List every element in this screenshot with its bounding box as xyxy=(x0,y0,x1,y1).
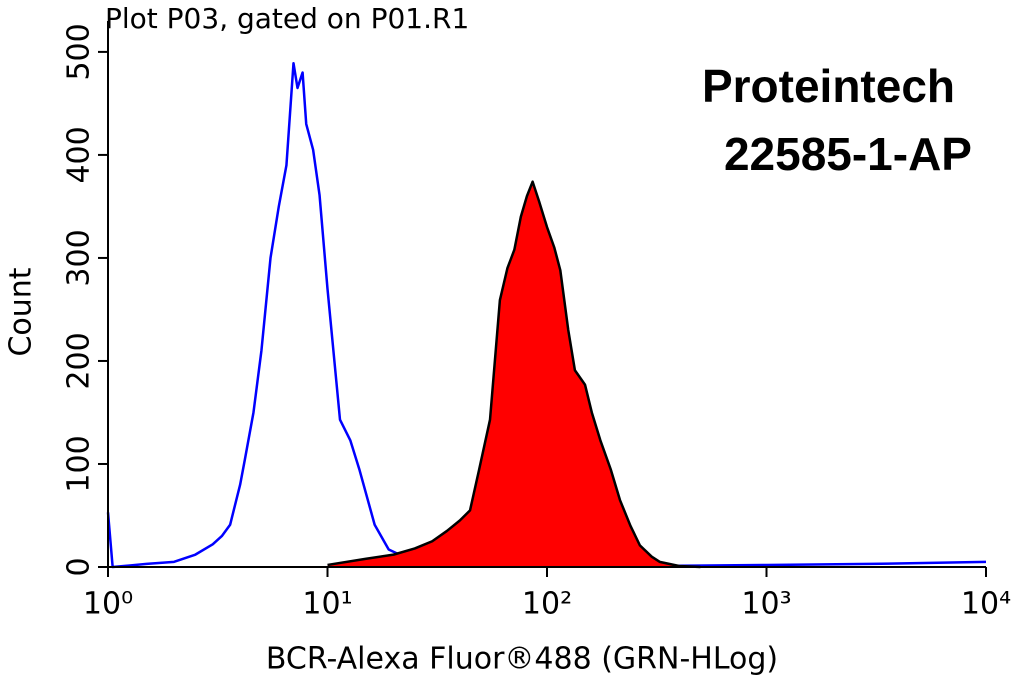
histogram-area xyxy=(327,181,701,568)
x-axis-label: BCR-Alexa Fluor®488 (GRN-HLog) xyxy=(266,642,778,677)
x-tick-label: 10³ xyxy=(741,587,791,622)
y-tick-label: 400 xyxy=(62,126,97,183)
y-tick-label: 300 xyxy=(62,229,97,286)
x-tick-label: 10² xyxy=(522,587,572,622)
x-tick-label: 10¹ xyxy=(302,587,352,622)
y-tick-label: 200 xyxy=(62,332,97,389)
x-tick-label: 10⁰ xyxy=(83,587,133,622)
plot-area xyxy=(106,61,987,569)
y-tick-label: 0 xyxy=(62,557,97,576)
y-axis-label: Count xyxy=(4,267,39,356)
annotation: Proteintech xyxy=(702,60,955,112)
histogram-line xyxy=(327,180,701,569)
annotation: 22585-1-AP xyxy=(724,128,972,180)
x-tick-label: 10⁴ xyxy=(961,587,1011,622)
y-tick-label: 100 xyxy=(62,435,97,492)
y-tick-label: 500 xyxy=(62,23,97,80)
chart-title: Plot P03, gated on P01.R1 xyxy=(105,2,469,35)
